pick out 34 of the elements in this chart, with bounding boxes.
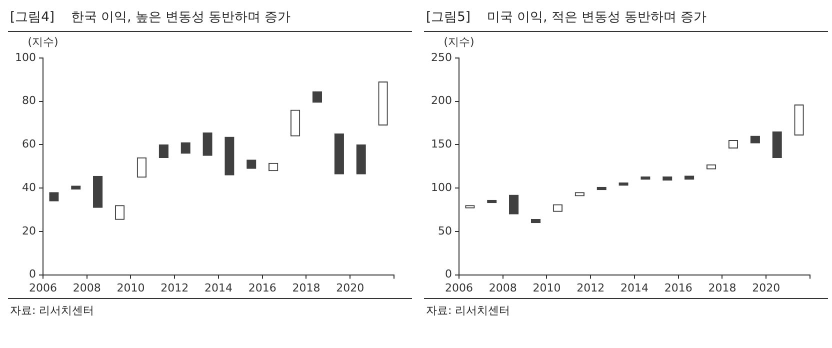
- y-tick-label: 50: [438, 224, 452, 238]
- y-tick-label: 100: [430, 180, 452, 194]
- x-tick-label: 2018: [292, 281, 320, 294]
- y-tick-label: 0: [444, 268, 452, 281]
- x-tick-label: 2014: [620, 281, 648, 294]
- y-tick-label: 20: [22, 224, 36, 238]
- chart-title: [그림4] 한국 이익, 높은 변동성 동반하며 증가: [8, 2, 412, 32]
- x-tick-label: 2008: [488, 281, 517, 294]
- x-tick-label: 2006: [444, 281, 473, 294]
- x-tick-label: 2014: [204, 281, 232, 294]
- x-tick-label: 2020: [336, 281, 364, 294]
- x-tick-label: 2010: [116, 281, 145, 294]
- x-tick-label: 2012: [576, 281, 605, 294]
- y-axis-title: (지수): [28, 35, 58, 48]
- x-tick-label: 2018: [708, 281, 736, 294]
- x-tick-label: 2006: [28, 281, 57, 294]
- y-tick-label: 0: [28, 268, 36, 281]
- x-tick-label: 2016: [248, 281, 276, 294]
- y-axis-title: (지수): [444, 35, 474, 48]
- text: 자료: 리서치센터: [10, 303, 96, 318]
- y-tick-label: 250: [430, 50, 452, 64]
- x-tick-label: 2010: [532, 281, 561, 294]
- x-tick-label: 2016: [664, 281, 692, 294]
- x-tick-label: 2008: [72, 281, 101, 294]
- y-tick-label: 100: [14, 50, 36, 64]
- y-tick-label: 80: [22, 94, 36, 108]
- x-tick-label: 2020: [752, 281, 780, 294]
- chart-title: [그림5] 미국 이익, 적은 변동성 동반하며 증가: [424, 2, 828, 32]
- y-tick-label: 60: [22, 138, 36, 151]
- x-tick-label: 2012: [160, 281, 189, 294]
- y-tick-label: 150: [430, 138, 452, 151]
- text: 자료: 리서치센터: [426, 303, 512, 318]
- y-tick-label: 200: [430, 94, 452, 108]
- y-tick-label: 40: [22, 180, 36, 194]
